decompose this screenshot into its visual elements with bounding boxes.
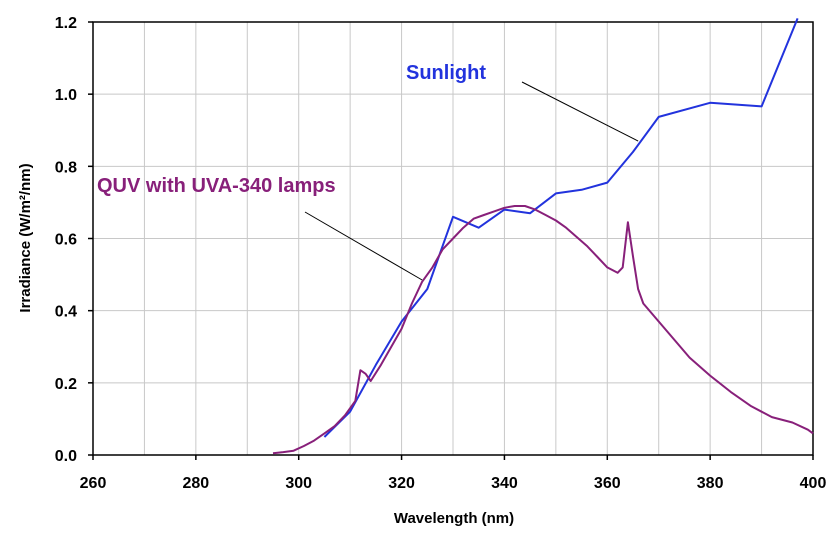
series-layer (272, 18, 814, 455)
x-tick-label: 320 (388, 475, 415, 492)
annotation-layer (304, 81, 639, 281)
x-tick-label: 280 (183, 475, 210, 492)
x-tick-label: 380 (697, 475, 724, 492)
y-axis-label: Irradiance (W/m²/nm) (17, 163, 34, 312)
quv-series-line (272, 205, 814, 455)
y-tick-label: 1.0 (55, 87, 77, 104)
y-tick-label: 0.0 (55, 448, 77, 465)
sunlight-series-line (323, 18, 799, 438)
x-tick-label: 340 (491, 475, 518, 492)
x-axis-label: Wavelength (nm) (394, 510, 514, 527)
sunlight-leader-line (521, 81, 639, 142)
x-tick-label: 300 (285, 475, 312, 492)
y-axis-ticks: 0.0 0.2 0.4 0.6 0.8 1.0 1.2 (55, 15, 93, 465)
y-tick-label: 0.2 (55, 376, 77, 393)
y-tick-label: 0.8 (55, 159, 77, 176)
y-tick-label: 0.4 (55, 304, 77, 321)
x-axis-ticks: 260 280 300 320 340 360 380 400 (80, 455, 827, 492)
quv-label: QUV with UVA-340 lamps (97, 175, 336, 197)
y-tick-label: 1.2 (55, 15, 77, 32)
x-tick-label: 260 (80, 475, 107, 492)
sunlight-label: Sunlight (406, 62, 486, 84)
x-tick-label: 400 (800, 475, 827, 492)
x-tick-label: 360 (594, 475, 621, 492)
quv-leader-line (304, 211, 423, 281)
grid (93, 22, 813, 455)
y-tick-label: 0.6 (55, 232, 77, 249)
